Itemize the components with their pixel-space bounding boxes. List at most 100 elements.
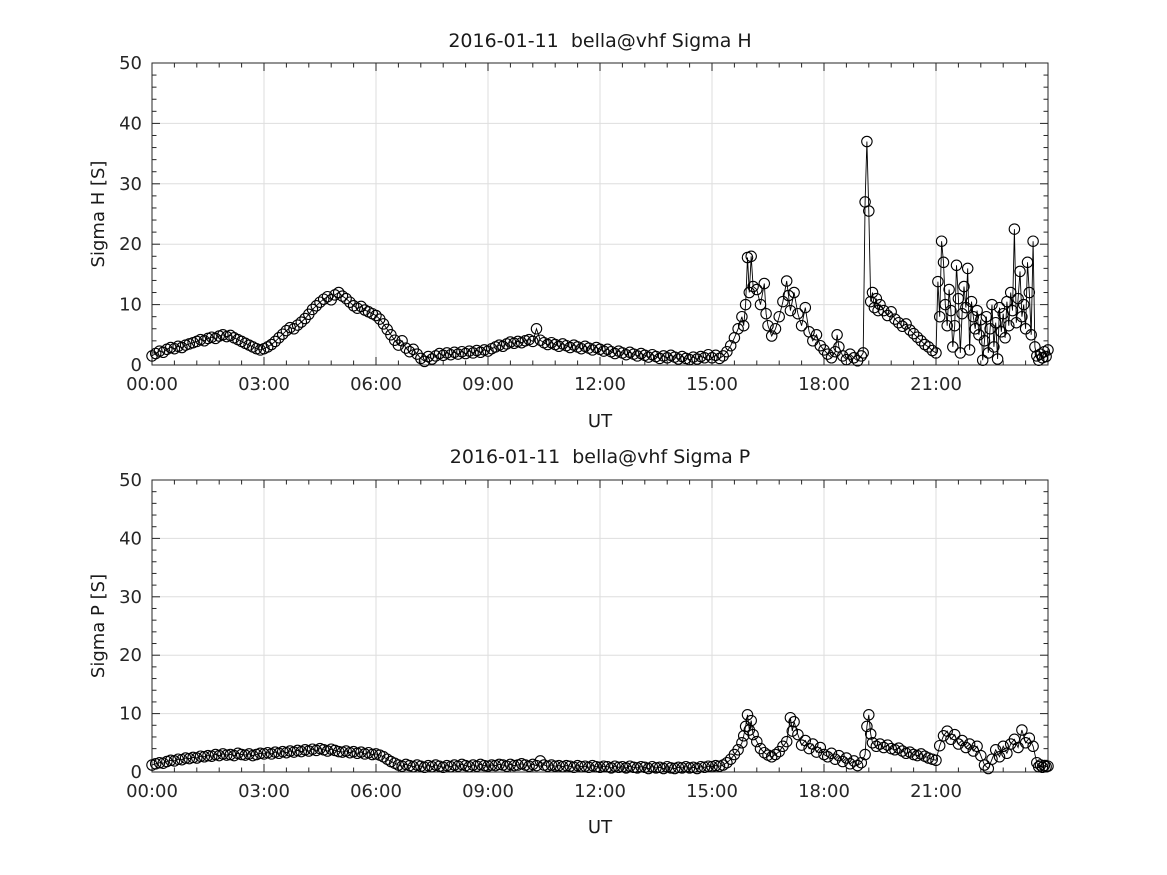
data-point-marker (392, 339, 405, 351)
data-point-marker (795, 319, 808, 332)
data-point-marker (747, 280, 759, 293)
data-point-marker (635, 760, 647, 773)
x-tick-label: 03:00 (238, 781, 290, 802)
data-point-marker (780, 735, 793, 748)
y-tick-label: 40 (119, 113, 142, 134)
data-point-marker (870, 292, 883, 305)
y-tick-label: 50 (119, 470, 142, 491)
data-point-marker (836, 350, 849, 362)
data-point-marker (950, 259, 963, 272)
data-point-marker (265, 338, 278, 351)
data-point-marker (857, 347, 869, 359)
data-point-marker (1040, 350, 1052, 363)
data-point-marker (695, 760, 707, 773)
data-point-marker (209, 332, 222, 345)
data-point-marker (411, 348, 423, 360)
data-point-marker (861, 720, 873, 733)
data-point-marker (945, 304, 957, 317)
data-point-marker (963, 738, 976, 750)
data-point-marker (273, 332, 285, 344)
data-point-marker (672, 353, 685, 365)
data-point-marker (997, 740, 1009, 753)
data-point-marker (702, 760, 715, 772)
data-point-marker (1016, 310, 1028, 323)
data-point-marker (202, 749, 214, 762)
data-point-marker (747, 728, 759, 741)
y-tick-label: 10 (119, 295, 142, 316)
x-tick-label: 00:00 (126, 374, 178, 395)
data-point-marker (989, 744, 1002, 756)
data-point-marker (956, 307, 968, 320)
data-point-marker (530, 323, 543, 335)
data-point-marker (306, 303, 319, 316)
data-point-marker (754, 742, 767, 755)
data-point-marker (736, 310, 748, 323)
data-point-marker (836, 755, 849, 768)
data-point-marker (706, 352, 718, 364)
data-point-marker (851, 759, 864, 772)
data-point-marker (314, 296, 326, 308)
data-point-marker (967, 310, 980, 323)
data-point-marker (769, 748, 782, 761)
data-point-marker (999, 332, 1011, 344)
data-point-marker (863, 205, 875, 217)
data-point-marker (355, 300, 367, 313)
y-tick-label: 30 (119, 174, 142, 195)
data-point-marker (1014, 265, 1026, 278)
data-point-marker (650, 762, 662, 774)
data-point-marker (478, 759, 491, 772)
data-point-marker (549, 760, 561, 772)
data-point-marker (741, 709, 754, 721)
y-tick-label: 0 (131, 762, 142, 783)
data-point-marker (1004, 286, 1017, 299)
data-point-marker (976, 354, 989, 366)
x-tick-label: 06:00 (350, 781, 402, 802)
data-point-marker (758, 277, 771, 290)
data-point-marker (627, 761, 640, 774)
sigma-h-title: 2016-01-11 bella@vhf Sigma H (448, 30, 752, 52)
data-point-marker (739, 298, 752, 311)
data-point-marker (919, 338, 931, 351)
x-tick-label: 09:00 (462, 374, 514, 395)
data-point-marker (866, 737, 879, 749)
data-point-marker (254, 747, 267, 760)
data-point-marker (459, 347, 472, 360)
data-point-marker (948, 319, 961, 332)
tick-labels: 00:00 03:00 06:00 09:00 12:00 15:00 18:00 21:00… (119, 470, 962, 802)
y-tick-label: 30 (119, 587, 142, 608)
data-point-marker (889, 313, 901, 325)
tick-labels: 00:00 03:00 06:00 09:00 12:00 15:00 18:00 21:00… (119, 53, 962, 395)
data-point-marker (235, 748, 248, 761)
data-point-marker (269, 335, 281, 348)
data-point-marker (745, 714, 757, 727)
data-point-marker (941, 319, 953, 332)
data-point-marker (732, 323, 744, 335)
data-point-marker (743, 286, 756, 299)
data-point-marker (698, 352, 711, 364)
data-point-marker (792, 307, 804, 320)
sigma-p-plot: 00:00 03:00 06:00 09:00 12:00 15:00 18:00 21:00… (119, 470, 1054, 802)
data-point-marker (952, 292, 965, 305)
data-point-marker (961, 262, 974, 275)
x-tick-label: 12:00 (574, 781, 626, 802)
data-point-marker (881, 309, 894, 322)
data-point-marker (786, 725, 799, 737)
data-point-marker (799, 301, 812, 314)
data-point-marker (347, 300, 360, 312)
data-point-marker (1042, 344, 1054, 356)
data-point-marker (926, 344, 939, 357)
data-point-marker (754, 298, 767, 311)
data-point-marker (844, 348, 856, 360)
data-point-marker (724, 339, 737, 352)
data-point-marker (821, 751, 834, 763)
data-point-marker (965, 295, 978, 308)
data-point-marker (575, 760, 588, 773)
x-tick-label: 18:00 (798, 781, 850, 802)
data-point-marker (493, 758, 505, 771)
data-point-marker (1003, 319, 1015, 332)
data-point-marker (831, 329, 843, 341)
x-tick-label: 18:00 (798, 374, 850, 395)
data-point-marker (848, 352, 860, 364)
